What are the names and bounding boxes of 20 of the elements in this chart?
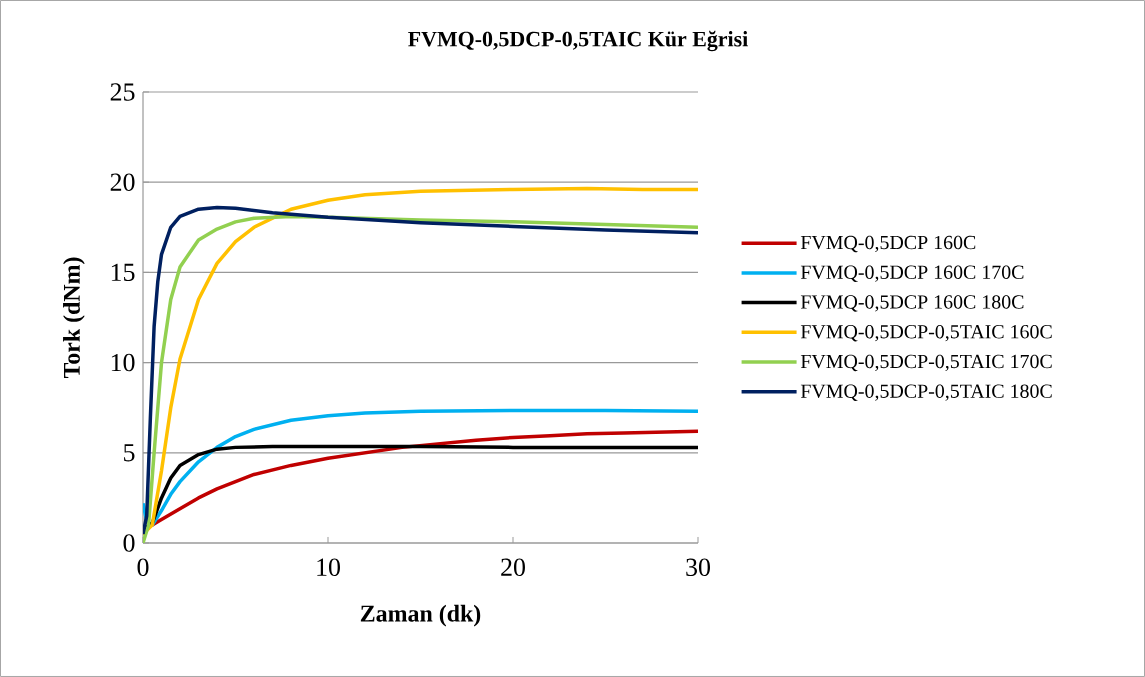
x-tick-label: 30 <box>686 558 710 576</box>
legend-label: FVMQ-0,5DCP 160C 170C <box>800 265 1024 282</box>
y-tick-label: 5 <box>124 444 135 462</box>
y-tick-label: 10 <box>111 353 135 372</box>
line-series <box>143 408 699 527</box>
x-tick-label: 10 <box>317 558 340 576</box>
y-tick-label: 20 <box>110 173 135 191</box>
x-tick-label: 20 <box>501 558 525 576</box>
legend-label: FVMQ-0,5DCP-0,5TAIC 170C <box>800 354 1052 372</box>
legend-label: FVMQ-0,5DCP-0,5TAIC 160C <box>800 324 1052 342</box>
legend-label: FVMQ-0,5DCP 160C <box>800 235 976 253</box>
x-tick-label: 0 <box>137 558 149 576</box>
y-tick-label: 0 <box>123 534 135 552</box>
y-tick-label: 25 <box>110 83 135 101</box>
legend-label: FVMQ-0,5DCP 160C 180C <box>800 295 1024 312</box>
legend-label: FVMQ-0,5DCP-0,5TAIC 180C <box>800 384 1052 401</box>
x-axis-title: Zaman (dk) <box>360 604 481 627</box>
y-tick-label: 15 <box>111 263 135 282</box>
chart-title: FVMQ-0,5DCP-0,5TAIC Kür Eğrisi <box>408 30 748 52</box>
y-axis-title: Tork (dNm) <box>63 257 85 379</box>
